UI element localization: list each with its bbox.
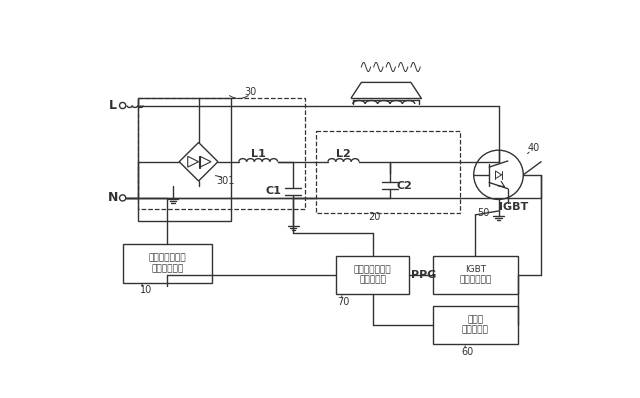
Text: 70: 70 bbox=[337, 297, 349, 307]
Text: 30: 30 bbox=[244, 88, 257, 98]
Text: 40: 40 bbox=[527, 143, 540, 153]
Text: IGBT: IGBT bbox=[499, 202, 529, 212]
Text: メインコントロ
ールチップ: メインコントロ ールチップ bbox=[354, 265, 392, 285]
Text: PPG: PPG bbox=[411, 270, 436, 280]
Text: 20: 20 bbox=[368, 212, 381, 222]
Bar bbox=[433, 306, 518, 344]
Text: N: N bbox=[108, 191, 118, 205]
Text: 電圧ゼロクロス
検出ユニット: 電圧ゼロクロス 検出ユニット bbox=[148, 254, 186, 273]
Text: 50: 50 bbox=[477, 208, 489, 219]
Text: IGBT
駆動ユニット: IGBT 駆動ユニット bbox=[459, 265, 492, 285]
Bar bbox=[316, 131, 460, 213]
Text: L2: L2 bbox=[336, 149, 351, 159]
Bar bbox=[336, 256, 410, 294]
Text: L: L bbox=[109, 99, 117, 112]
Text: 10: 10 bbox=[140, 285, 152, 295]
Text: 301: 301 bbox=[216, 176, 235, 186]
Text: L1: L1 bbox=[251, 149, 266, 159]
Bar bbox=[138, 98, 305, 209]
Text: C1: C1 bbox=[266, 186, 282, 196]
Bar bbox=[433, 256, 518, 294]
Bar bbox=[123, 244, 212, 283]
Text: 駆動変
圧ユニット: 駆動変 圧ユニット bbox=[462, 315, 489, 335]
Bar bbox=[138, 98, 231, 221]
Text: 60: 60 bbox=[461, 347, 474, 357]
Text: C2: C2 bbox=[396, 181, 412, 191]
